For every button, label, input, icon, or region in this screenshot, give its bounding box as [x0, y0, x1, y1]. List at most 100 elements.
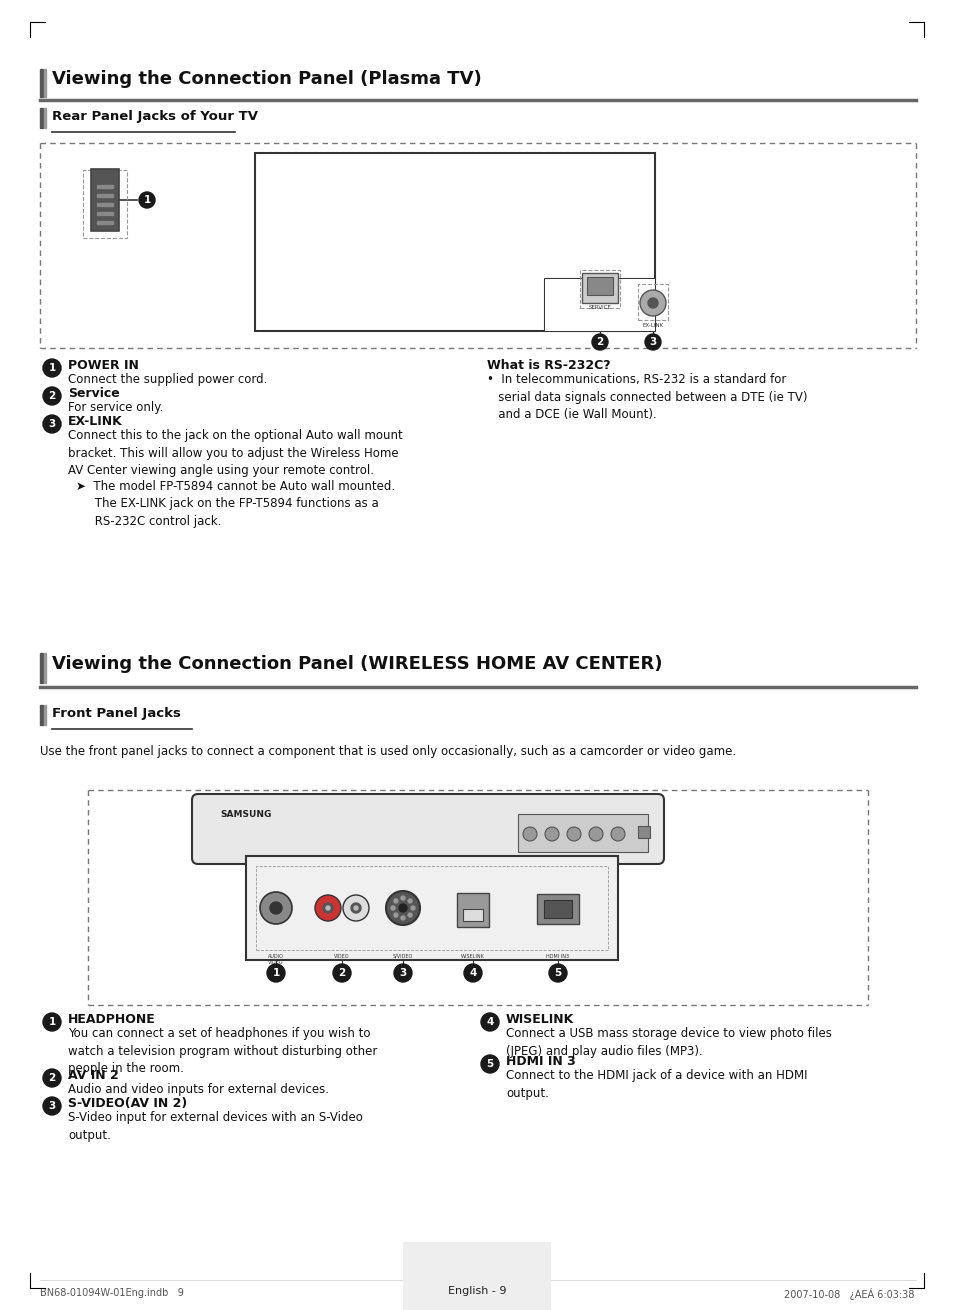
- Text: Rear Panel Jacks of Your TV: Rear Panel Jacks of Your TV: [52, 110, 257, 123]
- Text: Connect a USB mass storage device to view photo files
(JPEG) and play audio file: Connect a USB mass storage device to vie…: [505, 1027, 831, 1057]
- Circle shape: [408, 913, 412, 917]
- Circle shape: [400, 916, 405, 920]
- Circle shape: [398, 904, 407, 912]
- Text: S/VIDEO: S/VIDEO: [393, 954, 413, 959]
- Text: 2: 2: [49, 1073, 55, 1083]
- Bar: [544, 279, 655, 331]
- Circle shape: [480, 1013, 498, 1031]
- Circle shape: [270, 903, 282, 914]
- Circle shape: [639, 290, 665, 316]
- Text: HDMI IN3: HDMI IN3: [546, 954, 569, 959]
- Bar: [517, 814, 647, 852]
- Text: HEADPHONE: HEADPHONE: [68, 1013, 155, 1026]
- Circle shape: [610, 827, 624, 841]
- Circle shape: [394, 964, 412, 982]
- Bar: [97, 194, 112, 196]
- Text: Connect this to the jack on the optional Auto wall mount
bracket. This will allo: Connect this to the jack on the optional…: [68, 428, 402, 477]
- Text: Connect to the HDMI jack of a device with an HDMI
output.: Connect to the HDMI jack of a device wit…: [505, 1069, 806, 1099]
- Bar: [586, 276, 613, 295]
- Circle shape: [480, 1055, 498, 1073]
- Circle shape: [260, 892, 292, 924]
- Circle shape: [343, 895, 369, 921]
- Bar: [97, 203, 112, 206]
- Text: 2: 2: [596, 337, 603, 347]
- Text: S-VIDEO(AV IN 2): S-VIDEO(AV IN 2): [68, 1096, 187, 1110]
- Circle shape: [391, 907, 395, 910]
- Text: SAMSUNG: SAMSUNG: [220, 810, 271, 819]
- FancyBboxPatch shape: [581, 272, 618, 303]
- Text: 1: 1: [49, 363, 55, 373]
- Text: 4: 4: [486, 1017, 493, 1027]
- Text: BN68-01094W-01Eng.indb   9: BN68-01094W-01Eng.indb 9: [40, 1288, 184, 1298]
- Text: WISELINK: WISELINK: [505, 1013, 574, 1026]
- Circle shape: [139, 193, 154, 208]
- Text: Service: Service: [68, 386, 120, 400]
- Bar: [97, 212, 112, 215]
- Circle shape: [400, 896, 405, 900]
- Bar: [44, 107, 46, 128]
- Circle shape: [323, 903, 333, 913]
- Text: Ω: Ω: [252, 952, 257, 958]
- Bar: [97, 185, 112, 189]
- Text: For service only.: For service only.: [68, 401, 163, 414]
- Text: EX-LINK: EX-LINK: [641, 324, 663, 328]
- Circle shape: [314, 895, 340, 921]
- Circle shape: [394, 913, 397, 917]
- Text: AV IN 2: AV IN 2: [68, 1069, 118, 1082]
- Text: Front Panel Jacks: Front Panel Jacks: [52, 707, 181, 721]
- Circle shape: [522, 827, 537, 841]
- Circle shape: [548, 964, 566, 982]
- Bar: [638, 827, 649, 838]
- Bar: [40, 652, 43, 683]
- Text: Viewing the Connection Panel (WIRELESS HOME AV CENTER): Viewing the Connection Panel (WIRELESS H…: [52, 655, 661, 673]
- Bar: [44, 652, 46, 683]
- Circle shape: [43, 1069, 61, 1087]
- Text: •  In telecommunications, RS-232 is a standard for
   serial data signals connec: • In telecommunications, RS-232 is a sta…: [486, 373, 806, 421]
- FancyBboxPatch shape: [537, 893, 578, 924]
- Bar: [44, 705, 46, 724]
- Text: 1: 1: [49, 1017, 55, 1027]
- Bar: [254, 153, 655, 331]
- Bar: [40, 107, 43, 128]
- Text: SERVICE: SERVICE: [588, 305, 611, 310]
- Circle shape: [386, 891, 419, 925]
- Circle shape: [566, 827, 580, 841]
- Text: What is RS-232C?: What is RS-232C?: [486, 359, 610, 372]
- Circle shape: [43, 359, 61, 377]
- Bar: [40, 69, 43, 97]
- Text: 2: 2: [338, 968, 345, 979]
- Text: 3: 3: [399, 968, 406, 979]
- Text: 1: 1: [273, 968, 279, 979]
- Bar: [44, 69, 46, 97]
- Text: WISELINK: WISELINK: [460, 954, 484, 959]
- Circle shape: [644, 334, 660, 350]
- Circle shape: [326, 907, 330, 910]
- Circle shape: [592, 334, 607, 350]
- Text: Audio and video inputs for external devices.: Audio and video inputs for external devi…: [68, 1083, 329, 1096]
- Circle shape: [408, 899, 412, 903]
- Text: 5: 5: [486, 1058, 493, 1069]
- Text: 1: 1: [143, 195, 151, 204]
- Bar: [97, 221, 112, 224]
- Circle shape: [463, 964, 481, 982]
- Circle shape: [394, 899, 397, 903]
- Text: AUDIO
VIDEO: AUDIO VIDEO: [268, 954, 284, 964]
- Bar: [40, 705, 43, 724]
- FancyBboxPatch shape: [456, 893, 489, 927]
- FancyBboxPatch shape: [462, 909, 482, 921]
- Circle shape: [647, 297, 658, 308]
- Circle shape: [43, 1096, 61, 1115]
- Circle shape: [588, 827, 602, 841]
- Text: POWER IN: POWER IN: [68, 359, 139, 372]
- Text: S-Video input for external devices with an S-Video
output.: S-Video input for external devices with …: [68, 1111, 362, 1141]
- Circle shape: [43, 1013, 61, 1031]
- Text: 2: 2: [49, 390, 55, 401]
- Text: 2007-10-08   ¿AEÁ 6:03:38: 2007-10-08 ¿AEÁ 6:03:38: [782, 1288, 913, 1300]
- Text: 5: 5: [554, 968, 561, 979]
- Circle shape: [43, 415, 61, 434]
- Text: English - 9: English - 9: [447, 1286, 506, 1296]
- Circle shape: [43, 386, 61, 405]
- FancyBboxPatch shape: [246, 855, 618, 960]
- Text: HDMI IN 3: HDMI IN 3: [505, 1055, 576, 1068]
- Text: 4: 4: [469, 968, 476, 979]
